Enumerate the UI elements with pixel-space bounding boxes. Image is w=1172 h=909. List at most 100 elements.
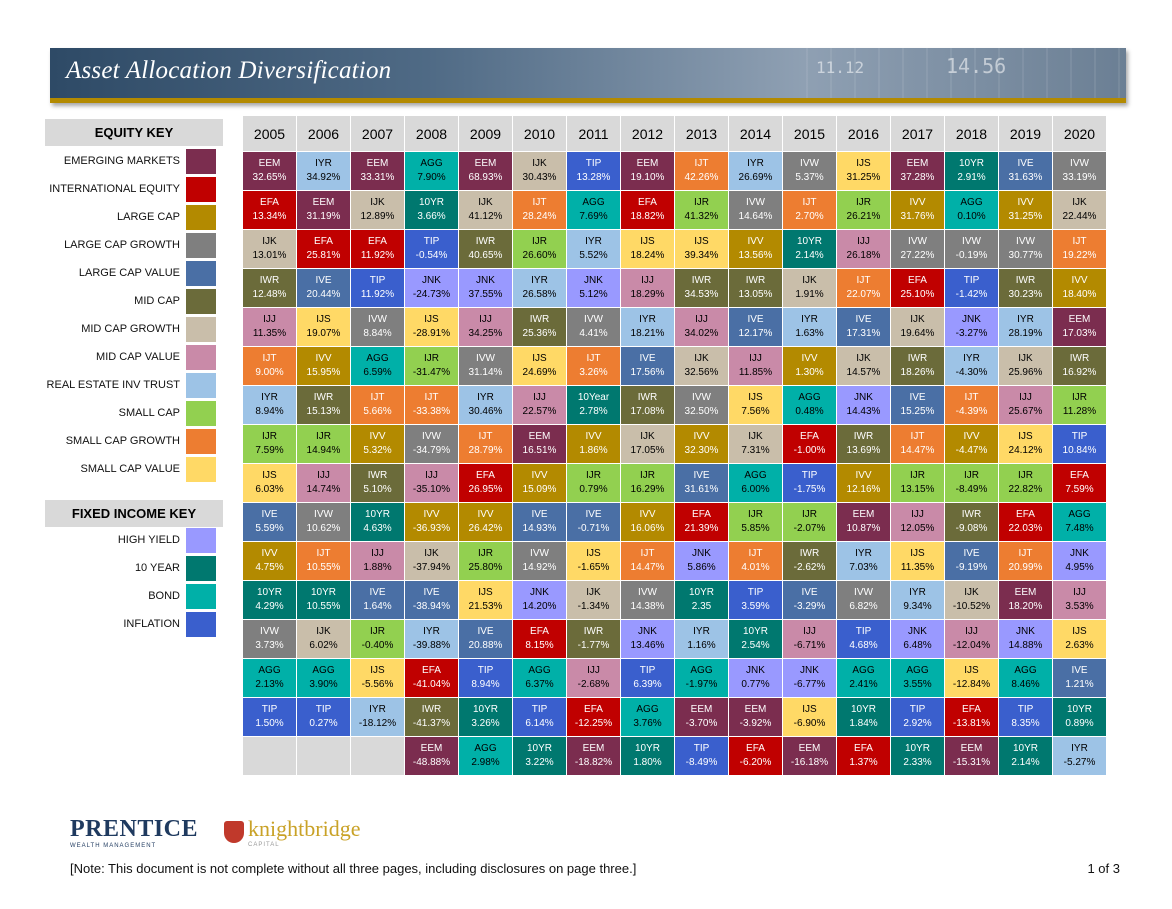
return-value: 11.92% — [360, 250, 395, 261]
equity-key-heading: EQUITY KEY — [45, 119, 223, 146]
return-cell: IJR 41.32% — [675, 191, 728, 229]
return-cell: IWR 15.13% — [297, 386, 350, 424]
equity-key-swatch — [186, 204, 216, 230]
return-cell: AGG 3.76% — [621, 698, 674, 736]
ticker-label: IJJ — [371, 548, 384, 559]
return-cell: IJJ 34.25% — [459, 308, 512, 346]
ticker-label: IJR — [694, 197, 709, 208]
ticker-label: AGG — [744, 470, 767, 481]
ticker-label: IJR — [748, 509, 763, 520]
return-value: 5.12% — [579, 289, 608, 300]
return-cell: IVE 1.21% — [1053, 659, 1106, 697]
return-cell: 10YR 0.89% — [1053, 698, 1106, 736]
ticker-label: IJS — [424, 314, 439, 325]
ticker-label: EEM — [798, 743, 821, 754]
equity-key-label: LARGE CAP — [117, 211, 180, 223]
ticker-label: IJS — [370, 665, 385, 676]
disclosure-note: [Note: This document is not complete wit… — [70, 861, 637, 876]
year-header: 2018 — [945, 116, 998, 151]
return-cell: AGG 7.90% — [405, 152, 458, 190]
ticker-label: IJJ — [803, 626, 816, 637]
return-cell: IVE 20.44% — [297, 269, 350, 307]
return-cell: AGG 2.13% — [243, 659, 296, 697]
return-value: 14.94% — [306, 445, 341, 456]
return-cell: IVE 14.93% — [513, 503, 566, 541]
ticker-label: IJT — [910, 431, 925, 442]
return-cell: IJK 13.01% — [243, 230, 296, 268]
ticker-label: IJR — [1018, 470, 1033, 481]
return-value: 13.34% — [252, 211, 287, 222]
return-cell: IYR 28.19% — [999, 308, 1052, 346]
ticker-label: IJJ — [533, 392, 546, 403]
return-cell: IVE -0.71% — [567, 503, 620, 541]
return-cell: IYR 30.46% — [459, 386, 512, 424]
return-value: 26.21% — [846, 211, 881, 222]
ticker-label: IYR — [855, 548, 872, 559]
return-cell: EFA -12.25% — [567, 698, 620, 736]
return-value: 8.94% — [255, 406, 284, 417]
return-cell: EEM 18.20% — [999, 581, 1052, 619]
return-cell: IVV 31.25% — [999, 191, 1052, 229]
return-value: 9.00% — [255, 367, 284, 378]
ticker-label: EFA — [800, 431, 819, 442]
return-cell: EEM 37.28% — [891, 152, 944, 190]
ticker-label: IJK — [856, 353, 871, 364]
ticker-label: JNK — [962, 314, 981, 325]
return-value: 25.96% — [1008, 367, 1043, 378]
ticker-label: TIP — [585, 158, 602, 169]
return-cell: IVV 12.16% — [837, 464, 890, 502]
return-value: 2.33% — [903, 757, 932, 768]
return-value: 30.46% — [468, 406, 503, 417]
ticker-label: IVW — [476, 353, 495, 364]
ticker-label: JNK — [476, 275, 495, 286]
return-cell: IJT 14.47% — [621, 542, 674, 580]
ticker-label: IJK — [424, 548, 439, 559]
return-cell: 10YR 2.14% — [783, 230, 836, 268]
return-cell: IJT 20.99% — [999, 542, 1052, 580]
ticker-label: IVE — [639, 353, 656, 364]
return-value: 20.88% — [468, 640, 503, 651]
return-value: 2.35 — [691, 601, 712, 612]
return-cell: IJK 1.91% — [783, 269, 836, 307]
empty-cell — [351, 737, 404, 775]
return-cell: IYR -5.27% — [1053, 737, 1106, 775]
equity-key-swatch — [186, 176, 216, 202]
ticker-label: EEM — [1014, 587, 1037, 598]
return-cell: IJJ 18.29% — [621, 269, 674, 307]
ticker-label: IVV — [1071, 275, 1088, 286]
return-value: 6.14% — [525, 718, 554, 729]
return-cell: EEM -16.18% — [783, 737, 836, 775]
year-header: 2016 — [837, 116, 890, 151]
return-value: -3.70% — [685, 718, 718, 729]
return-value: -41.04% — [412, 679, 451, 690]
return-cell: IJS 31.25% — [837, 152, 890, 190]
return-value: -6.90% — [793, 718, 826, 729]
return-value: 18.21% — [630, 328, 665, 339]
return-cell: AGG 2.98% — [459, 737, 512, 775]
fixed-income-key-row: BOND — [45, 582, 223, 610]
return-value: -37.94% — [412, 562, 451, 573]
return-value: 5.52% — [579, 250, 608, 261]
return-value: -4.30% — [955, 367, 988, 378]
return-cell: IJR 26.21% — [837, 191, 890, 229]
ticker-label: IJR — [316, 431, 331, 442]
ticker-label: IYR — [693, 626, 710, 637]
return-value: -39.88% — [412, 640, 451, 651]
equity-key-label: SMALL CAP — [118, 407, 180, 419]
title-banner: 11.12 14.56 Asset Allocation Diversifica… — [50, 48, 1126, 103]
ticker-label: AGG — [960, 197, 983, 208]
return-value: -2.68% — [577, 679, 610, 690]
ticker-label: EEM — [474, 158, 497, 169]
ticker-label: IVW — [692, 392, 711, 403]
empty-cell — [243, 737, 296, 775]
ticker-label: IVV — [531, 470, 548, 481]
return-cell: IJR 13.15% — [891, 464, 944, 502]
return-cell: IVW 14.64% — [729, 191, 782, 229]
return-value: -41.37% — [412, 718, 451, 729]
return-cell: IWR 18.26% — [891, 347, 944, 385]
ticker-label: EFA — [368, 236, 387, 247]
ticker-label: IVV — [315, 353, 332, 364]
ticker-label: IJK — [316, 626, 331, 637]
ticker-label: IJJ — [749, 353, 762, 364]
return-cell: IJT -33.38% — [405, 386, 458, 424]
